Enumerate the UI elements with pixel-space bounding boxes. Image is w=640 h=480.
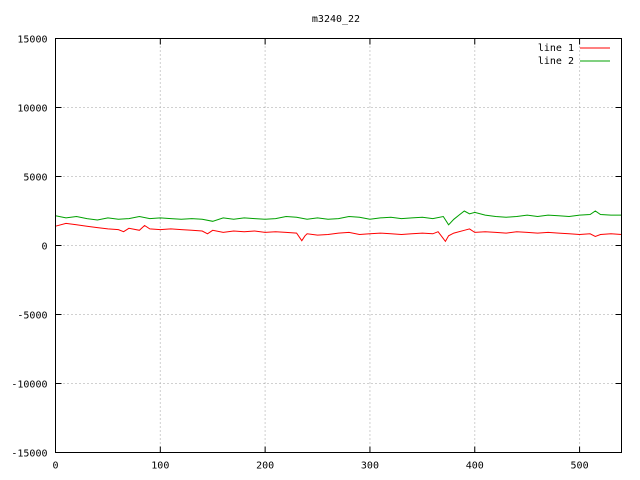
x-tick-label: 200 bbox=[256, 461, 274, 472]
y-tick-label: -5000 bbox=[17, 311, 47, 322]
legend-label-1: line 1 bbox=[538, 43, 574, 54]
legend-label-2: line 2 bbox=[538, 56, 574, 67]
series-line-1 bbox=[55, 222, 622, 243]
x-tick-label: 0 bbox=[52, 461, 58, 472]
ticks-layer: -15000 -10000 -5000 0 5000 10000 15000 0 100 200 3… bbox=[11, 35, 622, 472]
y-tick-label: 10000 bbox=[17, 104, 47, 115]
series-layer bbox=[55, 210, 622, 243]
chart-title: m3240_22 bbox=[312, 14, 360, 25]
y-tick-label: 5000 bbox=[23, 173, 47, 184]
y-tick-label: -15000 bbox=[11, 449, 47, 460]
y-tick-label: 0 bbox=[41, 242, 47, 253]
legend: line 1 line 2 bbox=[538, 43, 610, 67]
y-tick-label: 15000 bbox=[17, 35, 47, 46]
series-line-2 bbox=[55, 210, 622, 226]
grid-layer bbox=[55, 38, 622, 453]
x-tick-label: 400 bbox=[466, 461, 484, 472]
y-tick-label: -10000 bbox=[11, 380, 47, 391]
x-tick-label: 100 bbox=[151, 461, 169, 472]
x-tick-label: 300 bbox=[361, 461, 379, 472]
x-tick-label: 500 bbox=[571, 461, 589, 472]
